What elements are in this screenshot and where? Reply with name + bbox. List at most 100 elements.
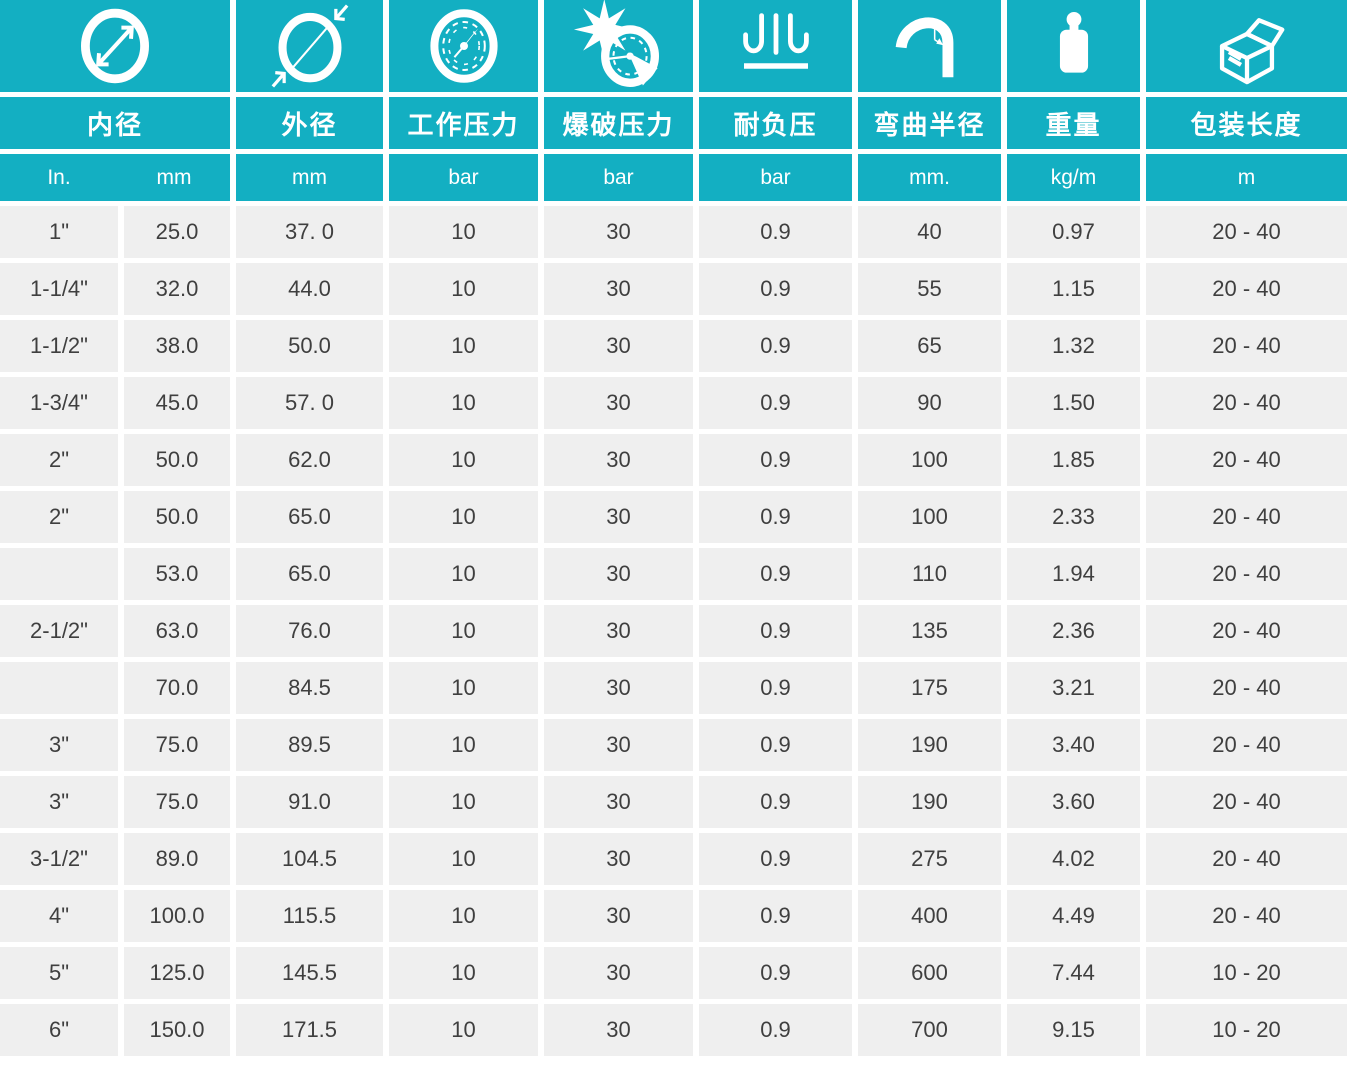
table-cell: 4.02 [1007, 833, 1140, 885]
table-cell: 20 - 40 [1146, 491, 1347, 543]
table-cell: 10 - 20 [1146, 947, 1347, 999]
table-cell: 1.94 [1007, 548, 1140, 600]
table-cell: 30 [544, 776, 693, 828]
table-cell: 700 [858, 1004, 1001, 1056]
table-cell: 0.9 [699, 320, 852, 372]
table-cell: 30 [544, 890, 693, 942]
header-row: 内径 外径 工作压力 爆破压力 耐负压 弯曲半径 重量 包装长度 [0, 97, 1347, 149]
table-cell: 1.32 [1007, 320, 1140, 372]
table-cell: 20 - 40 [1146, 263, 1347, 315]
table-row: 1-3/4" 45.0 57. 0 10 30 0.9 90 1.50 20 -… [0, 377, 1347, 429]
column-label: 包装长度 [1190, 109, 1303, 140]
table-cell: 2" [0, 434, 118, 486]
table-cell: 30 [544, 947, 693, 999]
table-row: 1-1/4" 32.0 44.0 10 30 0.9 55 1.15 20 - … [0, 263, 1347, 315]
table-cell: 20 - 40 [1146, 605, 1347, 657]
table-cell: 55 [858, 263, 1001, 315]
table-cell: 10 [389, 491, 538, 543]
icon-cell-vacuum [699, 0, 852, 92]
table-cell: 10 [389, 890, 538, 942]
header-cell-working-pressure: 工作压力 [389, 97, 538, 149]
table-cell: 190 [858, 776, 1001, 828]
table-row: 1-1/2" 38.0 50.0 10 30 0.9 65 1.32 20 - … [0, 320, 1347, 372]
table-row: 2" 50.0 65.0 10 30 0.9 100 2.33 20 - 40 [0, 491, 1347, 543]
icon-cell-bend-radius [858, 0, 1001, 92]
table-cell: 135 [858, 605, 1001, 657]
table-cell: 2-1/2" [0, 605, 118, 657]
header-cell-outer-diameter: 外径 [236, 97, 383, 149]
table-cell: 20 - 40 [1146, 320, 1347, 372]
column-label: 工作压力 [407, 109, 520, 140]
unit-cell-package-length: m [1146, 154, 1347, 201]
table-cell: 10 [389, 1004, 538, 1056]
vacuum-resistance-icon [742, 13, 809, 69]
header-cell-burst-pressure: 爆破压力 [544, 97, 693, 149]
unit-cell-burst-pressure: bar [544, 154, 693, 201]
table-cell: 30 [544, 548, 693, 600]
unit-label: In. [47, 165, 71, 189]
table-cell: 7.44 [1007, 947, 1140, 999]
table-cell: 0.9 [699, 206, 852, 258]
unit-label: mm. [909, 165, 950, 189]
table-cell: 30 [544, 377, 693, 429]
table-cell: 63.0 [124, 605, 230, 657]
table-cell: 30 [544, 662, 693, 714]
header-cell-inner-diameter: 内径 [0, 97, 230, 149]
table-cell: 0.97 [1007, 206, 1140, 258]
unit-label: kg/m [1050, 165, 1097, 189]
table-row: 53.0 65.0 10 30 0.9 110 1.94 20 - 40 [0, 548, 1347, 600]
column-label: 耐负压 [733, 109, 818, 140]
table-cell: 1.15 [1007, 263, 1140, 315]
table-cell [0, 548, 118, 600]
table-row: 5" 125.0 145.5 10 30 0.9 600 7.44 10 - 2… [0, 947, 1347, 999]
table-cell: 30 [544, 491, 693, 543]
table-cell: 30 [544, 434, 693, 486]
table-cell: 65 [858, 320, 1001, 372]
table-cell: 37. 0 [236, 206, 383, 258]
outer-diameter-icon [271, 4, 348, 88]
unit-row: In. mm mm bar bar bar mm. kg/m m [0, 154, 1347, 201]
table-cell: 30 [544, 605, 693, 657]
table-cell: 2.36 [1007, 605, 1140, 657]
table-cell: 100.0 [124, 890, 230, 942]
table-cell: 600 [858, 947, 1001, 999]
icon-row [0, 0, 1347, 92]
table-cell: 0.9 [699, 263, 852, 315]
table-cell: 89.5 [236, 719, 383, 771]
table-cell: 2" [0, 491, 118, 543]
table-cell: 20 - 40 [1146, 719, 1347, 771]
table-row: 6" 150.0 171.5 10 30 0.9 700 9.15 10 - 2… [0, 1004, 1347, 1056]
table-row: 1" 25.0 37. 0 10 30 0.9 40 0.97 20 - 40 [0, 206, 1347, 258]
table-cell: 0.9 [699, 377, 852, 429]
table-cell: 65.0 [236, 491, 383, 543]
table-cell: 50.0 [236, 320, 383, 372]
table-cell: 10 [389, 833, 538, 885]
header-cell-vacuum: 耐负压 [699, 97, 852, 149]
table-cell: 30 [544, 1004, 693, 1056]
table-cell: 89.0 [124, 833, 230, 885]
column-label: 爆破压力 [562, 109, 675, 140]
table-row: 2-1/2" 63.0 76.0 10 30 0.9 135 2.36 20 -… [0, 605, 1347, 657]
table-cell: 190 [858, 719, 1001, 771]
unit-cell-weight: kg/m [1007, 154, 1140, 201]
table-cell: 10 [389, 377, 538, 429]
table-cell: 10 [389, 206, 538, 258]
table-cell: 50.0 [124, 434, 230, 486]
table-cell: 75.0 [124, 776, 230, 828]
table-cell: 45.0 [124, 377, 230, 429]
table-row: 4" 100.0 115.5 10 30 0.9 400 4.49 20 - 4… [0, 890, 1347, 942]
working-pressure-gauge-icon [429, 9, 498, 83]
table-cell [0, 662, 118, 714]
table-cell: 10 [389, 662, 538, 714]
table-cell: 0.9 [699, 1004, 852, 1056]
table-cell: 150.0 [124, 1004, 230, 1056]
table-cell: 32.0 [124, 263, 230, 315]
unit-cell-outer-diameter: mm [236, 154, 383, 201]
table-cell: 0.9 [699, 833, 852, 885]
unit-label: bar [760, 165, 791, 189]
table-cell: 1-1/2" [0, 320, 118, 372]
table-cell: 275 [858, 833, 1001, 885]
icon-cell-inner-diameter [0, 0, 230, 92]
table-cell: 145.5 [236, 947, 383, 999]
icon-cell-outer-diameter [236, 0, 383, 92]
